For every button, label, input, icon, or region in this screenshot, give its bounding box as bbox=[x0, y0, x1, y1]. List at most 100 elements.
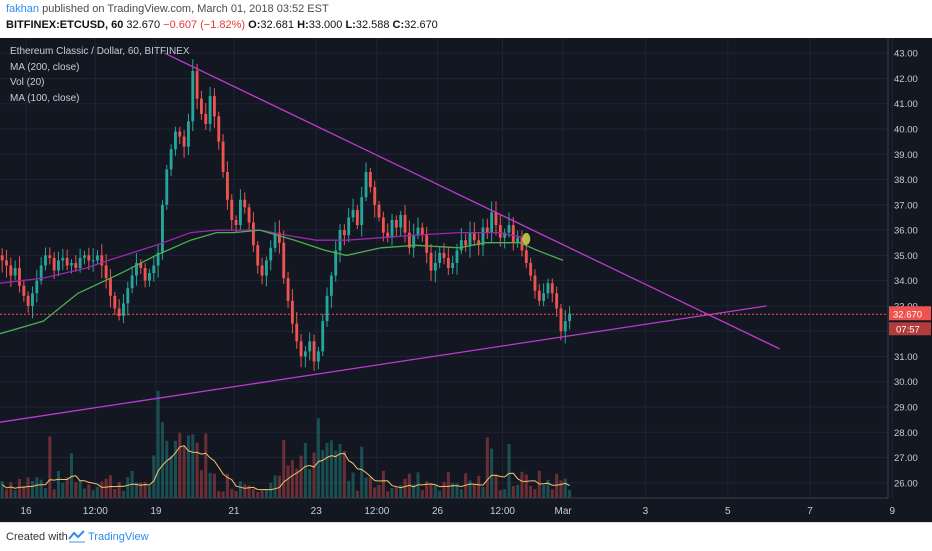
time-tick-label: 12:00 bbox=[490, 506, 515, 517]
volume-bar bbox=[74, 482, 78, 498]
volume-bar bbox=[520, 471, 524, 498]
volume-bar bbox=[312, 452, 316, 498]
volume-bar bbox=[364, 477, 368, 498]
candle-body bbox=[5, 260, 8, 266]
volume-bar bbox=[273, 475, 277, 498]
candle-body bbox=[351, 209, 355, 218]
time-tick-label: 19 bbox=[150, 506, 162, 517]
volume-bar bbox=[299, 455, 303, 498]
candle-body bbox=[109, 278, 112, 296]
candle-body bbox=[459, 240, 463, 251]
price-tick-label: 27.00 bbox=[894, 453, 918, 464]
tradingview-brand-link[interactable]: TradingView bbox=[88, 531, 149, 543]
volume-bar bbox=[230, 488, 234, 498]
candle-body bbox=[234, 219, 238, 226]
legend-ma200[interactable]: MA (200, close) bbox=[10, 61, 80, 73]
volume-bar bbox=[182, 445, 186, 498]
volume-bar bbox=[39, 479, 43, 498]
candle-body bbox=[91, 260, 95, 262]
candle-body bbox=[286, 278, 290, 301]
volume-bar bbox=[100, 481, 104, 498]
volume-bar bbox=[256, 491, 260, 498]
volume-bar bbox=[368, 477, 372, 498]
candle-body bbox=[212, 96, 216, 117]
volume-bar bbox=[351, 472, 355, 498]
candle-body bbox=[368, 171, 372, 188]
volume-bar bbox=[373, 487, 377, 498]
volume-bar bbox=[438, 490, 442, 498]
volume-bar bbox=[4, 489, 9, 498]
candle-body bbox=[507, 225, 511, 233]
legend-vol[interactable]: Vol (20) bbox=[10, 77, 45, 88]
volume-bar bbox=[360, 446, 364, 498]
candle-body bbox=[360, 197, 364, 226]
volume-bar bbox=[433, 484, 437, 498]
candle-body bbox=[117, 308, 121, 317]
volume-bar bbox=[468, 480, 472, 498]
candle-body bbox=[113, 295, 117, 309]
price-tick-label: 26.00 bbox=[894, 478, 918, 489]
volume-bar bbox=[134, 482, 138, 498]
candle-body bbox=[290, 300, 294, 324]
price-change: −0.607 (−1.82%) bbox=[163, 19, 246, 31]
candle-body bbox=[321, 321, 325, 352]
volume-bar bbox=[394, 486, 398, 498]
candle-body bbox=[381, 217, 385, 233]
chart-area[interactable]: 26.0027.0028.0029.0030.0031.0032.0033.00… bbox=[0, 38, 932, 522]
volume-bar bbox=[13, 490, 17, 498]
price-chart[interactable]: 26.0027.0028.0029.0030.0031.0032.0033.00… bbox=[0, 38, 932, 522]
volume-bar bbox=[65, 477, 69, 498]
candle-body bbox=[390, 219, 394, 238]
volume-bar bbox=[325, 442, 329, 498]
candle-body bbox=[316, 351, 320, 362]
candle-body bbox=[238, 199, 242, 226]
candle-body bbox=[420, 227, 424, 236]
price-tick-label: 37.00 bbox=[894, 200, 918, 211]
candle-body bbox=[550, 283, 554, 294]
candle-body bbox=[256, 245, 260, 266]
volume-bar bbox=[407, 473, 411, 498]
candle-body bbox=[537, 290, 541, 301]
volume-bar bbox=[511, 485, 515, 498]
volume-bar bbox=[269, 482, 273, 498]
candle-body bbox=[264, 260, 268, 276]
volume-bar bbox=[507, 444, 511, 498]
candle-body bbox=[195, 70, 199, 99]
volume-bar bbox=[0, 481, 4, 498]
volume-bar bbox=[529, 485, 533, 498]
volume-bar bbox=[35, 477, 39, 498]
candle-body bbox=[269, 247, 273, 261]
volume-bar bbox=[472, 484, 476, 498]
candle-body bbox=[498, 225, 502, 238]
volume-bar bbox=[516, 484, 520, 498]
author-link[interactable]: fakhan bbox=[6, 3, 40, 15]
volume-bar bbox=[147, 486, 151, 498]
time-tick-label: 12:00 bbox=[364, 506, 389, 517]
volume-bar bbox=[169, 455, 173, 498]
candle-body bbox=[477, 240, 481, 246]
candle-body bbox=[446, 257, 450, 268]
volume-bar bbox=[69, 453, 73, 498]
volume-bar bbox=[17, 479, 22, 498]
candle-body bbox=[83, 255, 86, 258]
legend-ma100[interactable]: MA (100, close) bbox=[10, 92, 80, 104]
candle-body bbox=[451, 262, 455, 268]
time-tick-label: 23 bbox=[311, 506, 323, 517]
ma-100-line bbox=[0, 229, 564, 335]
candle-body bbox=[559, 308, 563, 332]
candle-body bbox=[169, 149, 173, 170]
candle-body bbox=[277, 232, 281, 243]
volume-bar bbox=[199, 470, 203, 498]
candle-body bbox=[425, 235, 429, 253]
candle-body bbox=[329, 275, 333, 296]
candle-body bbox=[243, 199, 247, 208]
volume-bar bbox=[420, 490, 424, 498]
volume-bar bbox=[403, 478, 407, 498]
price-tick-label: 43.00 bbox=[894, 49, 918, 60]
candle-body bbox=[57, 260, 60, 271]
legend-title: Ethereum Classic / Dollar, 60, BITFINEX bbox=[10, 46, 190, 57]
candle-body bbox=[342, 230, 346, 236]
candle-body bbox=[52, 257, 56, 271]
candle-body bbox=[516, 237, 520, 243]
volume-bar bbox=[43, 488, 47, 498]
